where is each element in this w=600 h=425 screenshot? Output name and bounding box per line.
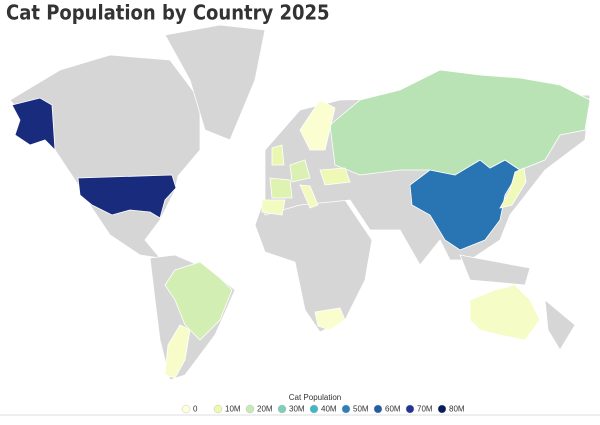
- country: [499, 167, 527, 209]
- legend-swatch: [373, 404, 383, 414]
- country: [261, 199, 286, 216]
- legend-label: 10M: [225, 405, 241, 414]
- country: [299, 184, 319, 209]
- legend-swatch: [341, 404, 351, 414]
- legend-label: 20M: [257, 405, 273, 414]
- legend-swatch: [213, 404, 223, 414]
- legend-label: 80M: [449, 405, 465, 414]
- map-title: Cat Population by Country 2025: [6, 1, 330, 25]
- legend-label: 30M: [289, 405, 305, 414]
- country: [289, 159, 311, 183]
- legend-swatch: [437, 404, 447, 414]
- legend-label: 50M: [353, 405, 369, 414]
- country: [469, 284, 541, 341]
- regions: [11, 69, 591, 379]
- land: [164, 24, 266, 141]
- legend-label: 40M: [321, 405, 337, 414]
- country: [299, 99, 336, 151]
- country: [164, 324, 191, 379]
- country: [314, 307, 346, 331]
- legend-label: 70M: [417, 405, 433, 414]
- legend-label: 0: [193, 405, 198, 414]
- country: [77, 174, 177, 219]
- legend-swatch: [245, 404, 255, 414]
- country: [271, 144, 285, 166]
- country: [164, 261, 233, 341]
- country: [269, 177, 293, 199]
- legend-swatch: [405, 404, 415, 414]
- land: [459, 254, 531, 286]
- land: [544, 299, 576, 351]
- legend-swatch: [309, 404, 319, 414]
- country: [329, 69, 591, 176]
- country: [11, 97, 56, 152]
- legend-swatch: [277, 404, 287, 414]
- legend-label: 60M: [385, 405, 401, 414]
- legend-swatch: [181, 404, 191, 414]
- country: [319, 167, 351, 186]
- legend: 0 10M 20M 30M 40M 50M 60M 70M 80M: [181, 404, 465, 414]
- legend-title: Cat Population: [289, 393, 341, 402]
- land: [9, 54, 201, 259]
